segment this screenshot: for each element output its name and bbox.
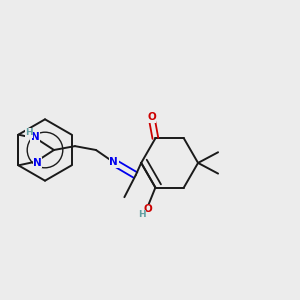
Text: H: H <box>138 210 146 219</box>
Text: O: O <box>144 204 152 214</box>
Text: N: N <box>33 158 42 167</box>
Text: N: N <box>31 133 39 142</box>
Text: N: N <box>110 157 118 167</box>
Text: O: O <box>147 112 156 122</box>
Text: H: H <box>25 128 33 137</box>
